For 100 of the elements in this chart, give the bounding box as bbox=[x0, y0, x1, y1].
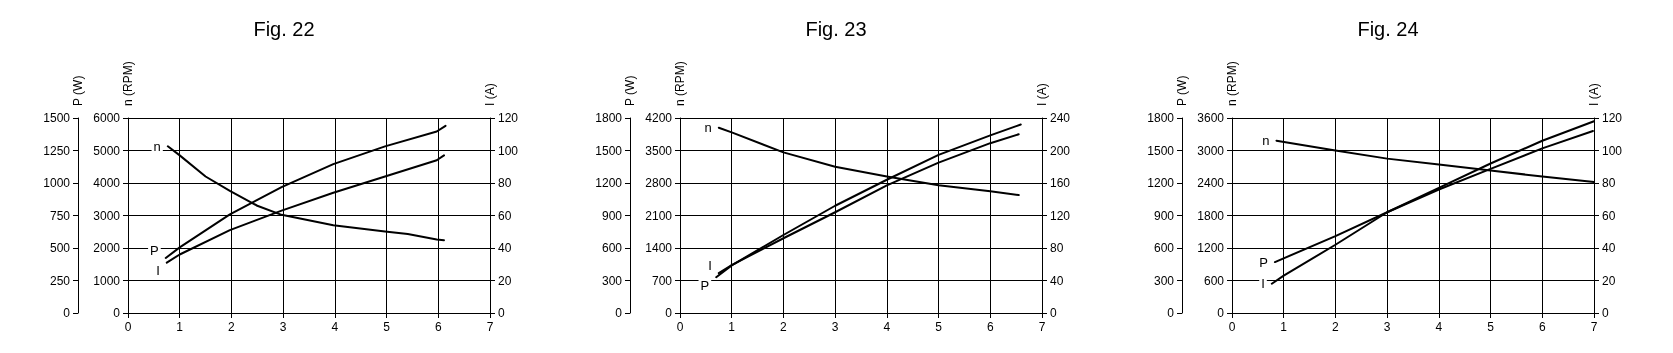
y2-tick-label: 40 bbox=[498, 241, 512, 255]
y2-tick-label: 0 bbox=[1602, 306, 1609, 320]
y3-tick-label: 900 bbox=[601, 208, 623, 223]
y-tick-label: 1800 bbox=[1197, 208, 1225, 223]
y2-tick-label: 80 bbox=[1050, 241, 1064, 255]
x-tick-label: 1 bbox=[728, 320, 736, 334]
x-tick-label: 7 bbox=[1038, 320, 1046, 334]
x-tick-label: 1 bbox=[1280, 320, 1288, 334]
y2-tick-label: 240 bbox=[1050, 111, 1071, 125]
series-label: n bbox=[153, 138, 161, 154]
y-tick-label: 0 bbox=[665, 306, 673, 320]
y3-axis-title: P (W) bbox=[623, 75, 637, 106]
chart-title: Fig. 24 bbox=[1357, 18, 1419, 40]
y2-tick-label: 0 bbox=[498, 306, 505, 320]
x-tick-label: 1 bbox=[176, 320, 184, 334]
y2-axis-title: I (A) bbox=[1587, 83, 1601, 106]
y-tick-label: 3000 bbox=[93, 208, 121, 223]
y3-tick-label: 900 bbox=[1153, 208, 1175, 223]
y-axis-title: n (RPM) bbox=[1225, 61, 1239, 106]
x-tick-label: 6 bbox=[986, 320, 994, 334]
x-tick-label: 4 bbox=[883, 320, 891, 334]
y-tick-label: 4200 bbox=[645, 111, 673, 125]
y3-tick-label: 600 bbox=[601, 241, 623, 255]
y-tick-label: 0 bbox=[1217, 306, 1225, 320]
x-tick-label: 7 bbox=[486, 320, 494, 334]
y-tick-label: 1000 bbox=[93, 273, 121, 288]
y3-tick-label: 1200 bbox=[1147, 176, 1175, 190]
y3-tick-label: 1500 bbox=[595, 143, 623, 158]
series-label: n bbox=[1262, 133, 1270, 149]
y-tick-label: 3500 bbox=[645, 143, 673, 158]
x-tick-label: 2 bbox=[1332, 320, 1340, 334]
x-tick-label: 0 bbox=[1228, 320, 1236, 334]
x-tick-label: 3 bbox=[831, 320, 839, 334]
x-tick-label: 5 bbox=[383, 320, 391, 334]
y-tick-label: 700 bbox=[651, 273, 673, 288]
y2-tick-label: 200 bbox=[1050, 143, 1071, 158]
y2-tick-label: 40 bbox=[1602, 241, 1616, 255]
y2-tick-label: 60 bbox=[1602, 208, 1616, 223]
x-tick-label: 7 bbox=[1590, 320, 1598, 334]
y3-tick-label: 1500 bbox=[1147, 143, 1175, 158]
y2-tick-label: 120 bbox=[1602, 111, 1623, 125]
y3-axis-title: P (W) bbox=[71, 75, 85, 106]
y3-tick-label: 300 bbox=[601, 273, 623, 288]
y-tick-label: 5000 bbox=[93, 143, 121, 158]
x-tick-label: 0 bbox=[124, 320, 132, 334]
y3-tick-label: 1200 bbox=[595, 176, 623, 190]
y-tick-label: 2100 bbox=[645, 208, 673, 223]
y2-axis-title: I (A) bbox=[1035, 83, 1049, 106]
y2-tick-label: 20 bbox=[1602, 273, 1616, 288]
y3-tick-label: 1800 bbox=[1147, 111, 1175, 125]
series-label: P bbox=[1259, 254, 1268, 270]
y3-tick-label: 750 bbox=[49, 208, 71, 223]
y-axis-title: n (RPM) bbox=[673, 61, 687, 106]
y3-tick-label: 300 bbox=[1153, 273, 1175, 288]
y2-tick-label: 80 bbox=[498, 176, 512, 190]
y3-tick-label: 1000 bbox=[43, 176, 71, 190]
y2-tick-label: 80 bbox=[1602, 176, 1616, 190]
y-tick-label: 6000 bbox=[93, 111, 121, 125]
y3-axis-title: P (W) bbox=[1175, 75, 1189, 106]
x-tick-label: 5 bbox=[935, 320, 943, 334]
y3-tick-label: 1250 bbox=[43, 143, 71, 158]
y-tick-label: 3000 bbox=[1197, 143, 1225, 158]
y2-tick-label: 120 bbox=[498, 111, 519, 125]
x-tick-label: 3 bbox=[1383, 320, 1391, 334]
y-tick-label: 2400 bbox=[1197, 176, 1225, 190]
y2-axis-title: I (A) bbox=[483, 83, 497, 106]
y3-tick-label: 0 bbox=[1167, 306, 1175, 320]
x-tick-label: 2 bbox=[228, 320, 236, 334]
y2-tick-label: 20 bbox=[498, 273, 512, 288]
y2-tick-label: 40 bbox=[1050, 273, 1064, 288]
y2-tick-label: 120 bbox=[1050, 208, 1071, 223]
x-tick-label: 6 bbox=[434, 320, 442, 334]
y2-tick-label: 0 bbox=[1050, 306, 1057, 320]
chart-title: Fig. 22 bbox=[253, 18, 315, 40]
series-label: I bbox=[1261, 276, 1265, 292]
y3-tick-label: 1500 bbox=[43, 111, 71, 125]
y-tick-label: 600 bbox=[1203, 273, 1225, 288]
y-tick-label: 1200 bbox=[1197, 241, 1225, 255]
y-axis-title: n (RPM) bbox=[121, 61, 135, 106]
y3-tick-label: 1800 bbox=[595, 111, 623, 125]
y2-tick-label: 160 bbox=[1050, 176, 1071, 190]
y-tick-label: 0 bbox=[113, 306, 121, 320]
x-tick-label: 6 bbox=[1538, 320, 1546, 334]
x-tick-label: 0 bbox=[676, 320, 684, 334]
y-tick-label: 1400 bbox=[645, 241, 673, 255]
series-label: I bbox=[156, 263, 160, 279]
x-tick-label: 2 bbox=[780, 320, 788, 334]
series-label: P bbox=[700, 277, 710, 293]
x-tick-label: 4 bbox=[331, 320, 339, 334]
y-tick-label: 3600 bbox=[1197, 111, 1225, 125]
series-label: n bbox=[704, 120, 712, 136]
y2-tick-label: 100 bbox=[498, 143, 519, 158]
y2-tick-label: 60 bbox=[498, 208, 512, 223]
series-label: P bbox=[150, 242, 159, 258]
y3-tick-label: 250 bbox=[49, 273, 71, 288]
chart-title: Fig. 23 bbox=[805, 18, 867, 40]
x-tick-label: 5 bbox=[1487, 320, 1495, 334]
y-tick-label: 2000 bbox=[93, 241, 121, 255]
y-tick-label: 2800 bbox=[645, 176, 673, 190]
x-tick-label: 3 bbox=[279, 320, 287, 334]
